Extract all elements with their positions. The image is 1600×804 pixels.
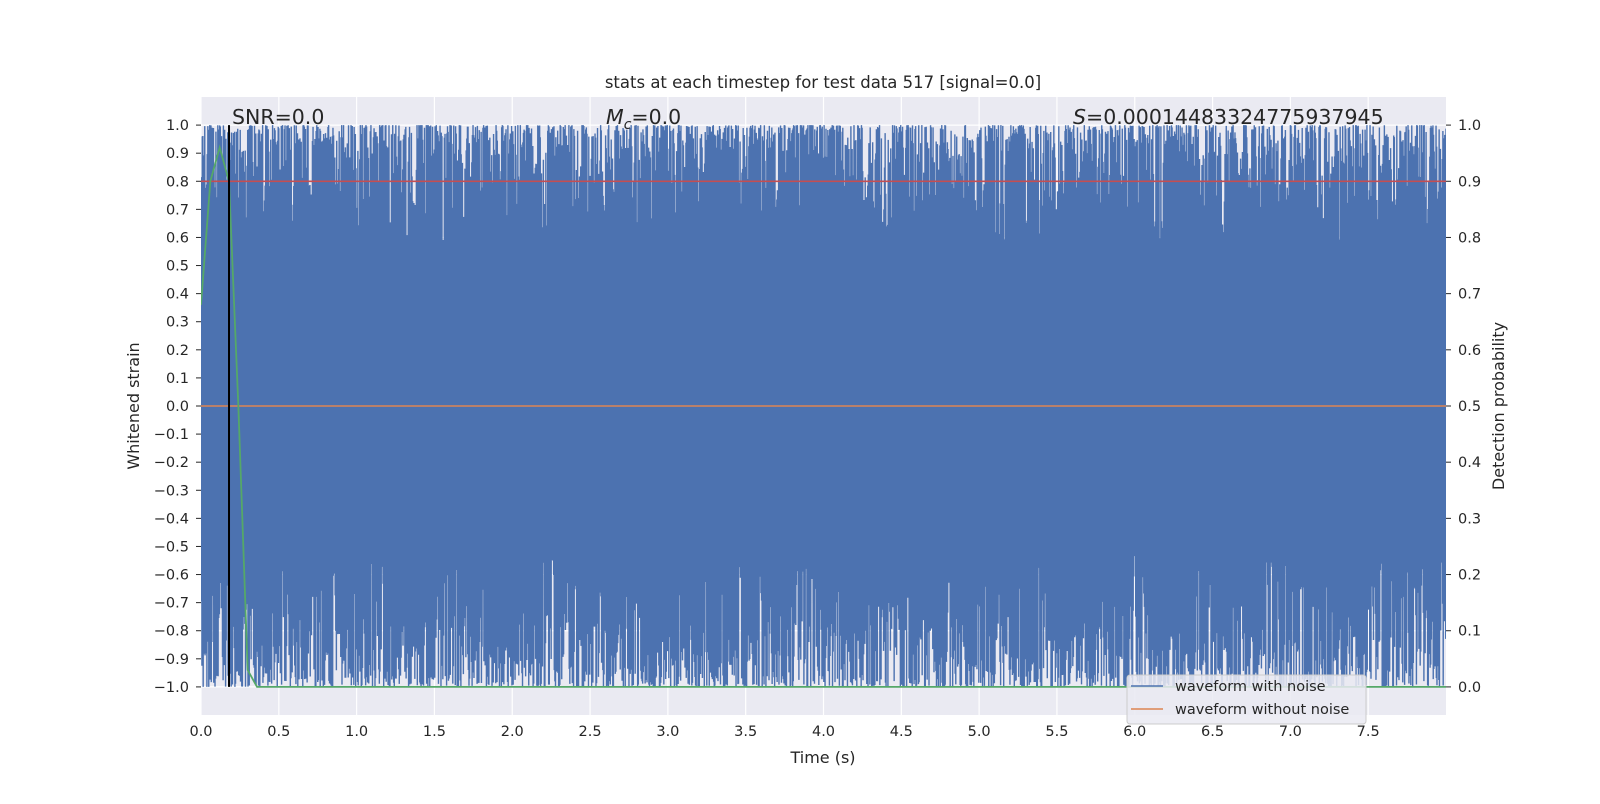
overlays [201,125,1446,688]
y2-tick-label: 1.0 [1458,118,1481,134]
y-tick-label: −0.8 [154,624,189,640]
y2-tick-label: 0.6 [1458,343,1481,359]
y-tick-label: −1.0 [154,680,189,696]
y-tick-label: 0.6 [166,230,189,246]
legend-entry-waveform-with-noise: waveform with noise [1175,679,1326,695]
series-waveform-with-noise [201,125,1446,687]
y2-tick-labels: 1.0 0.9 0.8 0.7 0.6 0.5 0.4 0.3 0.2 0.1 0.0 [1446,118,1481,696]
x-tick-label: 2.0 [501,724,524,740]
y-tick-labels: 1.0 0.9 0.8 0.7 0.6 0.5 0.4 0.3 0.2 0.1 0.0 −0.1 −0.… [154,118,201,696]
x-tick-label: 5.5 [1045,724,1068,740]
y2-axis-label: Detection probability [1489,322,1508,490]
snr-annotation: SNR=0.0 [232,105,324,129]
y-tick-label: 1.0 [166,118,189,134]
y2-tick-label: 0.4 [1458,455,1481,471]
x-tick-label: 0.0 [189,724,212,740]
y2-tick-label: 0.5 [1458,399,1481,415]
y-tick-label: −0.1 [154,427,189,443]
x-tick-label: 7.5 [1357,724,1380,740]
waveform-with-noise-line [201,125,1446,687]
y-tick-label: −0.6 [154,568,189,584]
y-tick-label: 0.4 [166,287,189,303]
y-tick-label: 0.7 [166,202,189,218]
x-tick-label: 7.0 [1279,724,1302,740]
y-tick-label: 0.0 [166,399,189,415]
x-tick-label: 1.0 [345,724,368,740]
y-tick-label: −0.4 [154,511,189,527]
y2-tick-label: 0.8 [1458,230,1481,246]
x-tick-label: 2.5 [579,724,602,740]
s-annotation: S=0.00014483324775937945 [1073,105,1384,129]
y-tick-label: −0.3 [154,483,189,499]
y-tick-label: −0.5 [154,539,189,555]
legend-entry-waveform-without-noise: waveform without noise [1175,702,1349,718]
y-tick-label: −0.9 [154,652,189,668]
x-axis-label: Time (s) [789,748,855,767]
y-tick-label: 0.9 [166,146,189,162]
detection-probability-line [201,144,1446,688]
y2-tick-label: 0.1 [1458,624,1481,640]
y-axis-label: Whitened strain [124,342,143,469]
y-tick-label: −0.7 [154,596,189,612]
chart-title: stats at each timestep for test data 517… [605,73,1041,92]
y-tick-label: 0.8 [166,174,189,190]
x-tick-label: 0.5 [267,724,290,740]
x-tick-label: 3.5 [734,724,757,740]
y2-tick-label: 0.2 [1458,568,1481,584]
y2-tick-label: 0.0 [1458,680,1481,696]
y-tick-label: −0.2 [154,455,189,471]
x-tick-label: 6.0 [1123,724,1146,740]
legend-box [1126,674,1367,725]
x-tick-label: 4.0 [812,724,835,740]
x-tick-label: 5.0 [968,724,991,740]
x-tick-label: 6.5 [1201,724,1224,740]
y2-tick-label: 0.3 [1458,511,1481,527]
y-tick-label: 0.2 [166,343,189,359]
y-tick-label: 0.3 [166,315,189,331]
x-tick-label: 3.0 [656,724,679,740]
y-tick-label: 0.1 [166,371,189,387]
y2-tick-label: 0.7 [1458,287,1481,303]
x-tick-label: 4.5 [890,724,913,740]
y2-tick-label: 0.9 [1458,174,1481,190]
legend: waveform with noise waveform without noi… [1126,674,1367,725]
x-tick-label: 1.5 [423,724,446,740]
y-tick-label: 0.5 [166,259,189,275]
chirp-mass-annotation: Mc=0.0 [606,105,681,133]
x-tick-labels: 0.0 0.5 1.0 1.5 2.0 2.5 3.0 3.5 4.0 4.5 5.0 5.5 6.0 6… [189,724,1379,740]
